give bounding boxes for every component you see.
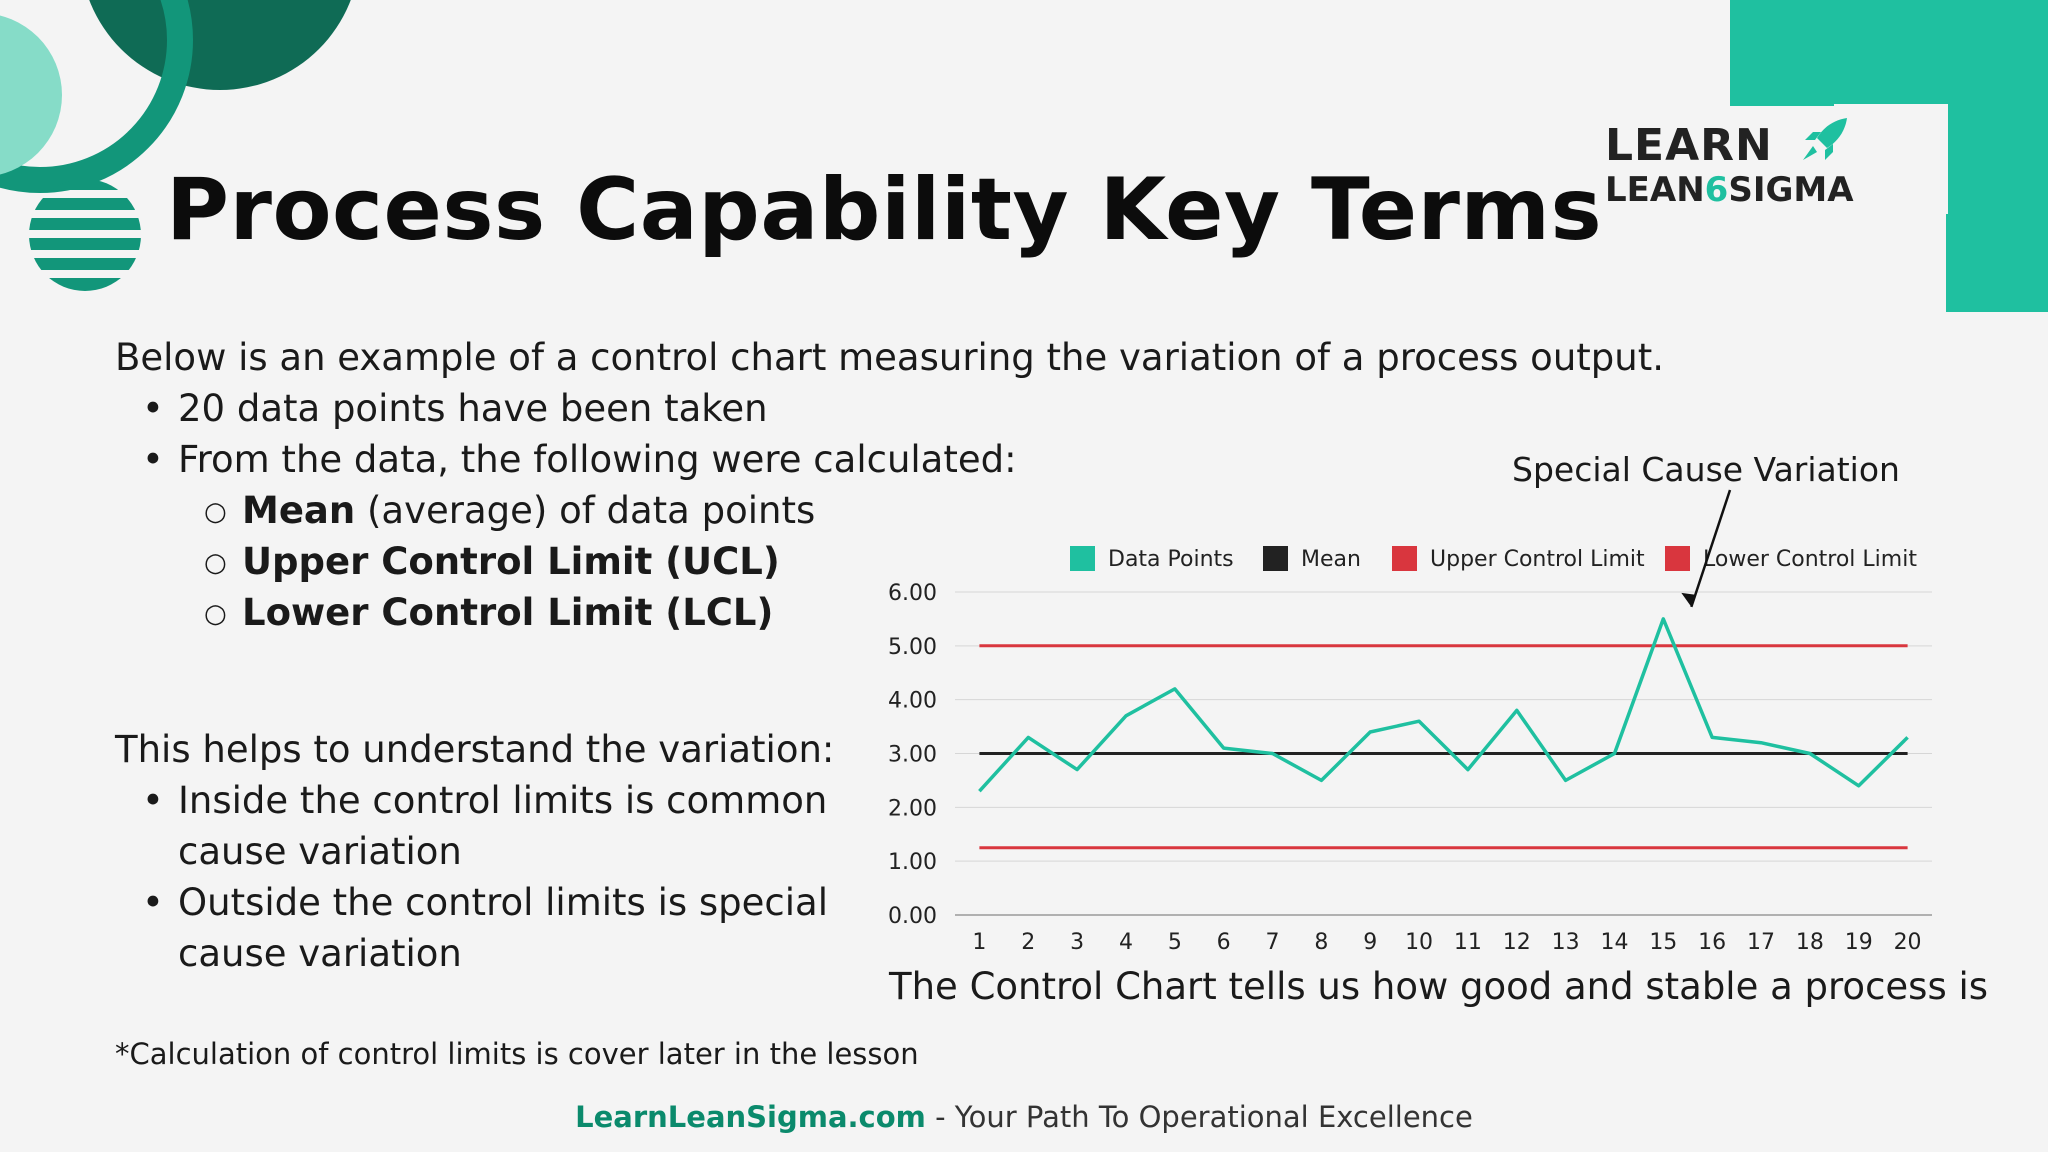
annotation-arrowhead [1681, 592, 1697, 607]
legend-label: Mean [1301, 547, 1361, 572]
legend-label: Upper Control Limit [1430, 547, 1645, 572]
subitem-ucl: Upper Control Limit (UCL) [204, 540, 780, 583]
x-tick-label: 14 [1600, 930, 1628, 955]
logo-lean: LEAN [1605, 170, 1705, 210]
footer-site[interactable]: LearnLeanSigma.com [575, 1100, 926, 1134]
y-tick-label: 4.00 [888, 689, 937, 714]
page-title: Process Capability Key Terms [166, 160, 1603, 260]
y-tick-label: 6.00 [888, 581, 937, 606]
footnote: *Calculation of control limits is cover … [115, 1037, 919, 1071]
helps-heading: This helps to understand the variation: [115, 728, 835, 771]
y-tick-label: 2.00 [888, 796, 937, 821]
x-tick-label: 19 [1845, 930, 1873, 955]
x-tick-label: 4 [1119, 930, 1133, 955]
logo-sigma: SIGMA [1728, 170, 1854, 210]
x-tick-label: 11 [1454, 930, 1482, 955]
legend-label: Data Points [1108, 547, 1234, 572]
y-tick-label: 3.00 [888, 743, 937, 768]
annotation-arrow [1690, 489, 1732, 608]
x-tick-label: 20 [1894, 930, 1922, 955]
control-chart: 0.001.002.003.004.005.006.001 2 3 4 5 6 7 8 9 10 1… [888, 489, 1932, 955]
y-tick-label: 1.00 [888, 850, 937, 875]
subitem-lcl: Lower Control Limit (LCL) [204, 591, 774, 634]
rocket-icon [1803, 118, 1848, 160]
helps-bullet-1b: cause variation [178, 830, 462, 873]
subitem-mean: Mean (average) of data points [204, 489, 816, 532]
helps-bullet-2b: cause variation [178, 932, 462, 975]
legend-swatch [1392, 546, 1417, 571]
subitem-ucl-bold: Upper Control Limit (UCL) [242, 540, 780, 583]
subitem-lcl-bold: Lower Control Limit (LCL) [242, 591, 774, 634]
subitem-mean-bold: Mean [242, 489, 356, 532]
x-tick-label: 16 [1698, 930, 1726, 955]
striped-circle-icon [29, 179, 141, 291]
bullet-2: From the data, the following were calcul… [142, 438, 1017, 481]
logo-six: 6 [1704, 170, 1729, 210]
x-tick-label: 5 [1168, 930, 1182, 955]
footer-tagline: - Your Path To Operational Excellence [925, 1100, 1473, 1134]
x-tick-label: 9 [1363, 930, 1377, 955]
x-tick-label: 1 [972, 930, 986, 955]
legend-swatch [1263, 546, 1288, 571]
x-tick-label: 7 [1266, 930, 1280, 955]
subitem-mean-rest: (average) of data points [355, 489, 816, 532]
corner-decoration [0, 0, 351, 193]
x-tick-label: 18 [1796, 930, 1824, 955]
footer: LearnLeanSigma.com - Your Path To Operat… [0, 1100, 2048, 1134]
legend-label: Lower Control Limit [1703, 547, 1917, 572]
helps-bullet-2a: Outside the control limits is special [142, 881, 828, 924]
helps-bullet-1a: Inside the control limits is common [142, 779, 827, 822]
y-tick-label: 0.00 [888, 904, 937, 929]
x-tick-label: 10 [1405, 930, 1433, 955]
x-tick-label: 2 [1021, 930, 1035, 955]
x-tick-label: 15 [1649, 930, 1677, 955]
x-tick-label: 12 [1503, 930, 1531, 955]
legend-swatch [1665, 546, 1690, 571]
corner-block-decoration [1730, 0, 2048, 312]
series-line-data-points [978, 617, 1909, 793]
x-tick-label: 17 [1747, 930, 1775, 955]
x-tick-label: 8 [1314, 930, 1328, 955]
x-tick-label: 13 [1552, 930, 1580, 955]
chart-caption: The Control Chart tells us how good and … [889, 965, 1989, 1008]
intro-text: Below is an example of a control chart m… [115, 336, 1664, 379]
legend-swatch [1070, 546, 1095, 571]
bullet-1: 20 data points have been taken [142, 387, 768, 430]
y-tick-label: 5.00 [888, 635, 937, 660]
special-cause-annotation: Special Cause Variation [1512, 450, 1900, 489]
x-tick-label: 6 [1217, 930, 1231, 955]
x-tick-label: 3 [1070, 930, 1084, 955]
logo-line1: LEARN [1605, 120, 1773, 171]
